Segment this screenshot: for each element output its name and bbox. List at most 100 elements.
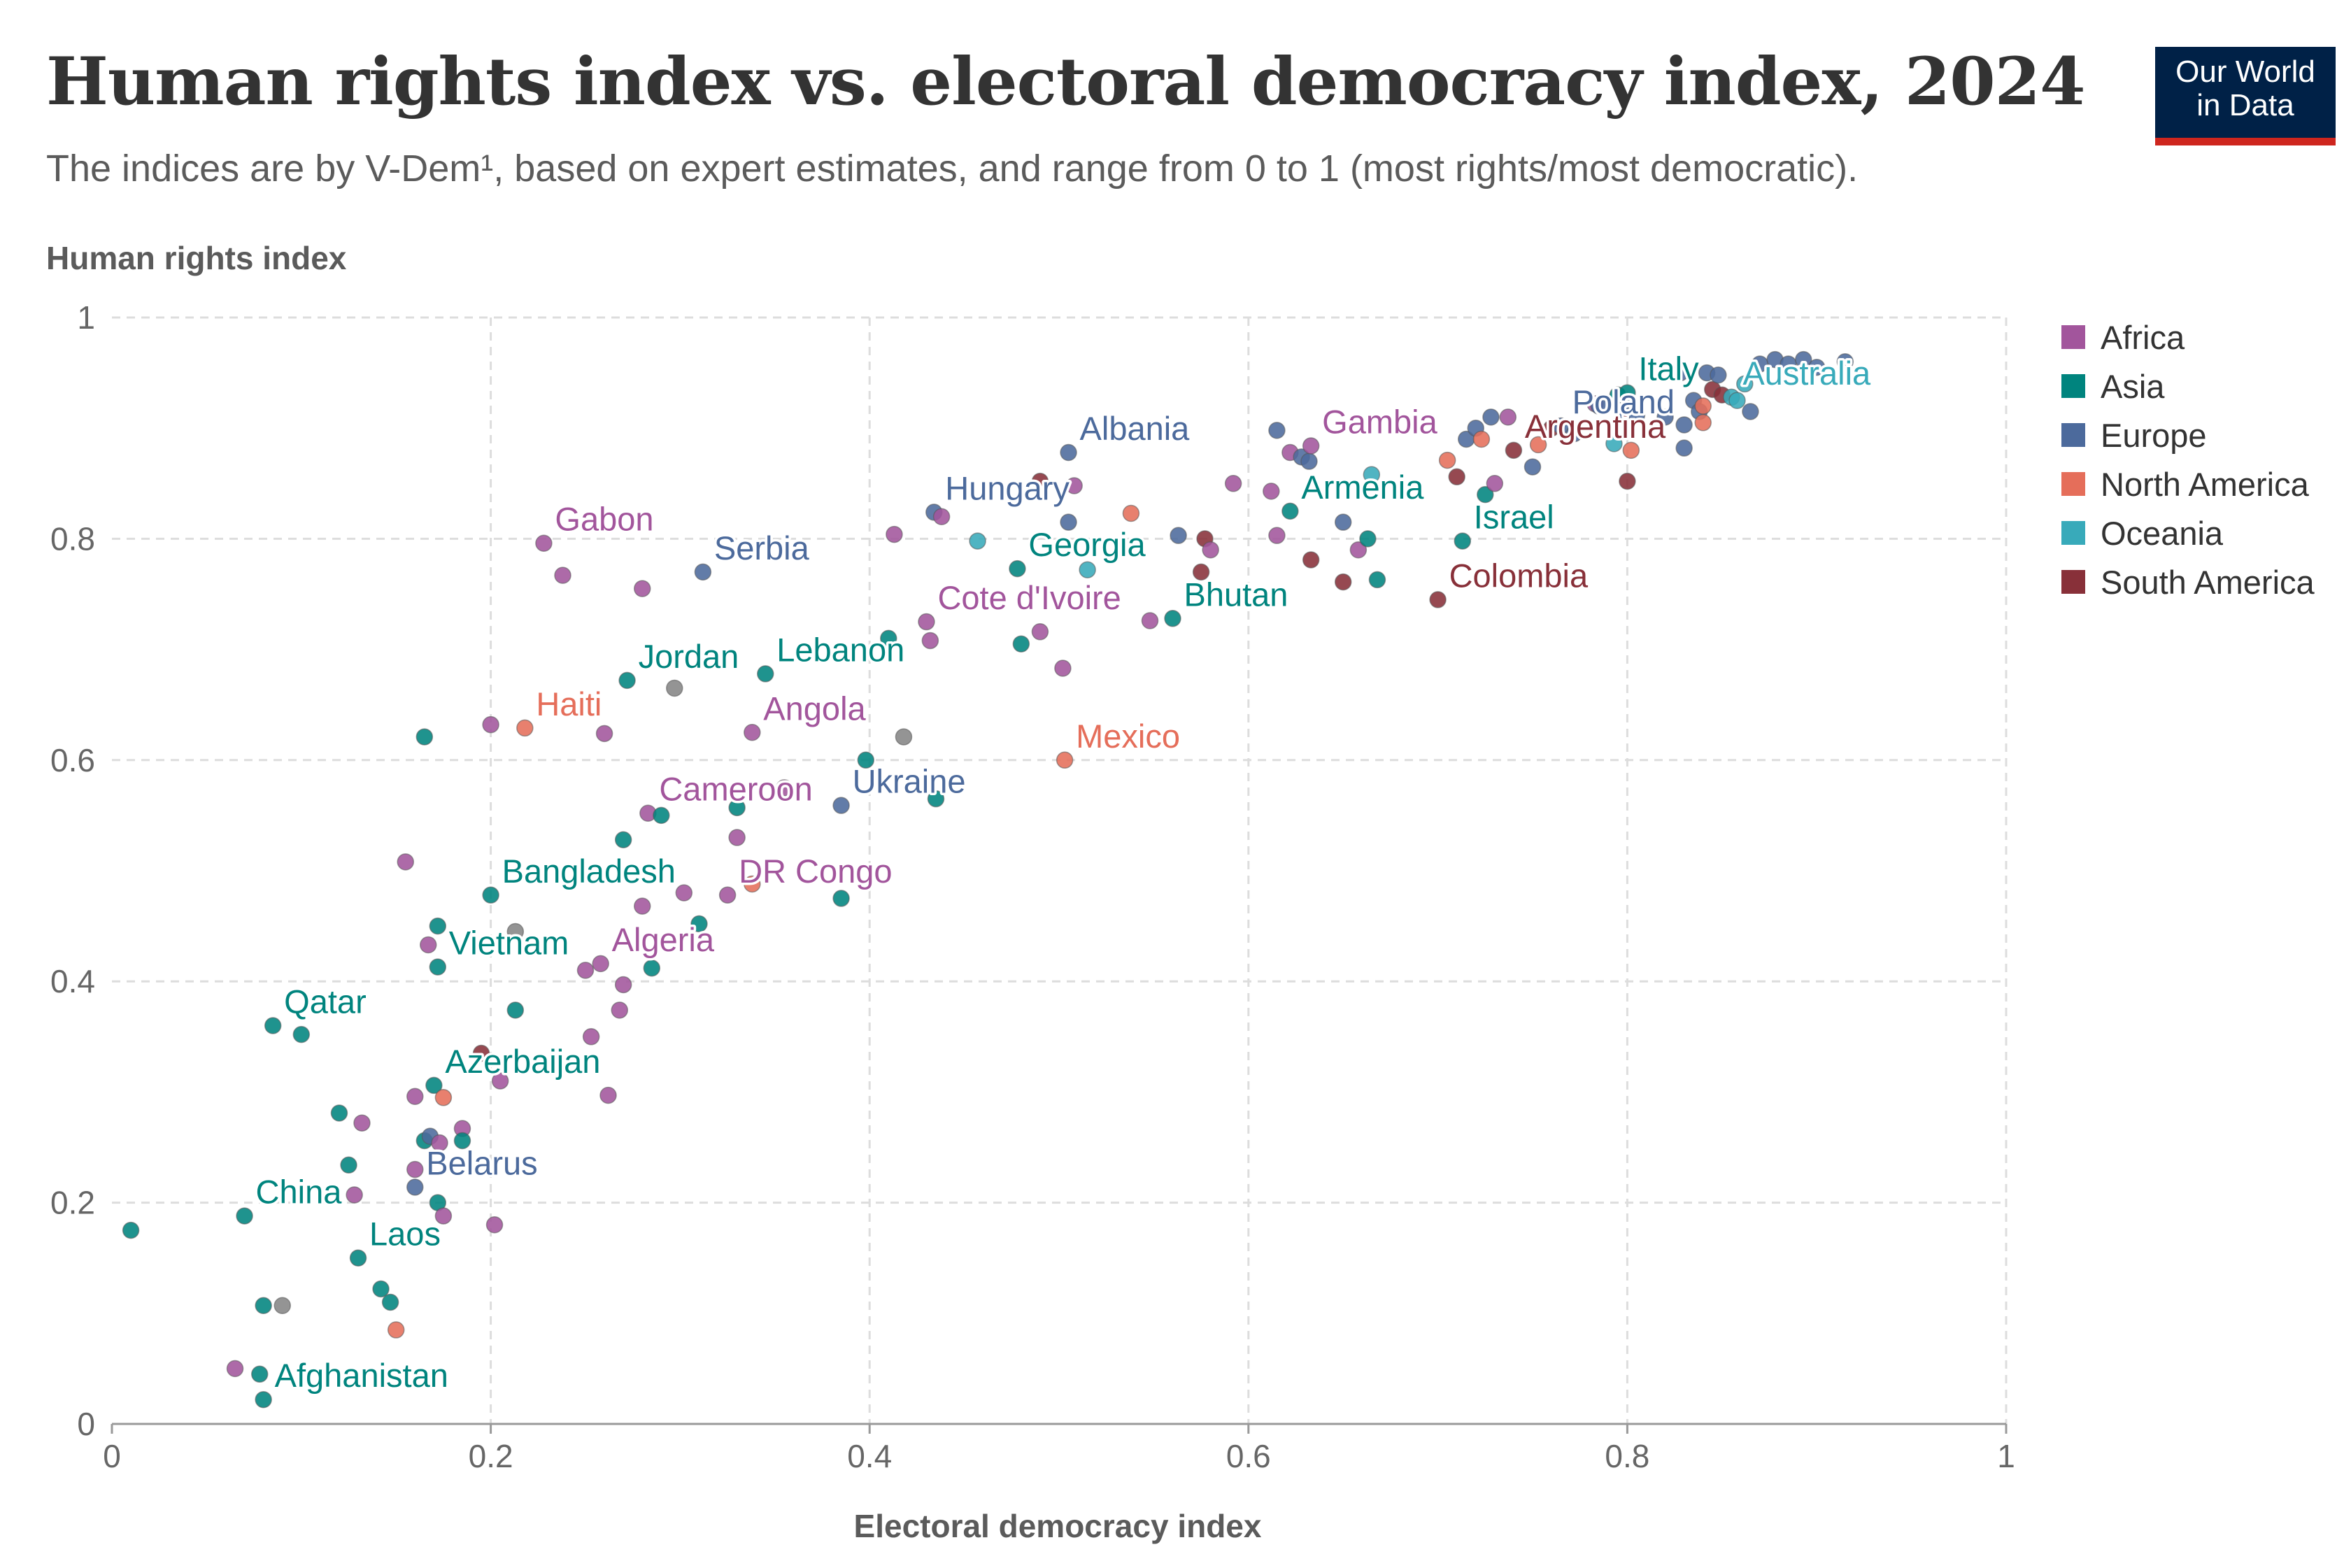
data-point[interactable] bbox=[1281, 502, 1299, 520]
data-point[interactable] bbox=[482, 886, 499, 904]
data-point[interactable] bbox=[927, 790, 945, 808]
data-point[interactable] bbox=[535, 534, 553, 552]
data-point[interactable] bbox=[643, 959, 661, 977]
data-point[interactable] bbox=[1807, 358, 1826, 376]
data-point[interactable] bbox=[921, 632, 939, 650]
data-point[interactable] bbox=[694, 563, 712, 581]
legend-item[interactable]: South America bbox=[2061, 557, 2315, 606]
data-point[interactable] bbox=[1056, 751, 1074, 769]
legend-item[interactable]: Africa bbox=[2061, 313, 2315, 362]
data-point[interactable] bbox=[1675, 416, 1693, 434]
data-point[interactable] bbox=[895, 728, 913, 746]
data-point[interactable] bbox=[274, 1297, 291, 1314]
data-point[interactable] bbox=[1141, 612, 1159, 629]
data-point[interactable] bbox=[554, 566, 571, 584]
data-point[interactable] bbox=[429, 958, 447, 976]
data-point[interactable] bbox=[611, 1002, 628, 1019]
data-point[interactable] bbox=[1694, 397, 1712, 415]
data-point[interactable] bbox=[1454, 532, 1472, 550]
data-point[interactable] bbox=[776, 779, 793, 797]
data-point[interactable] bbox=[453, 1132, 471, 1150]
data-point[interactable] bbox=[1671, 364, 1689, 382]
data-point[interactable] bbox=[1619, 472, 1636, 490]
data-point[interactable] bbox=[434, 1207, 453, 1225]
data-point[interactable] bbox=[122, 1221, 140, 1239]
data-point[interactable] bbox=[1268, 527, 1286, 544]
data-point[interactable] bbox=[1590, 397, 1608, 415]
data-point[interactable] bbox=[1523, 458, 1542, 476]
data-point[interactable] bbox=[1302, 551, 1320, 569]
data-point[interactable] bbox=[1472, 430, 1491, 448]
data-point[interactable] bbox=[1675, 439, 1693, 457]
data-point[interactable] bbox=[1359, 530, 1377, 548]
data-point[interactable] bbox=[886, 525, 903, 543]
data-point[interactable] bbox=[1300, 452, 1318, 470]
data-point[interactable] bbox=[1224, 475, 1242, 492]
data-point[interactable] bbox=[1202, 541, 1219, 559]
data-point[interactable] bbox=[1694, 414, 1712, 432]
data-point[interactable] bbox=[614, 831, 632, 848]
data-point[interactable] bbox=[406, 1178, 424, 1196]
data-point[interactable] bbox=[1334, 513, 1352, 531]
data-point[interactable] bbox=[1448, 468, 1465, 486]
data-point[interactable] bbox=[880, 629, 897, 648]
data-point[interactable] bbox=[1605, 435, 1623, 452]
data-point[interactable] bbox=[1268, 422, 1286, 439]
data-point[interactable] bbox=[1836, 353, 1854, 371]
data-point[interactable] bbox=[718, 886, 737, 904]
data-point[interactable] bbox=[675, 884, 693, 901]
data-point[interactable] bbox=[1728, 392, 1746, 409]
legend-item[interactable]: Europe bbox=[2061, 411, 2315, 459]
data-point[interactable] bbox=[918, 613, 935, 631]
data-point[interactable] bbox=[1429, 591, 1447, 608]
data-point[interactable] bbox=[728, 829, 746, 846]
data-point[interactable] bbox=[1012, 635, 1030, 653]
data-point[interactable] bbox=[415, 728, 434, 746]
data-point[interactable] bbox=[690, 915, 708, 933]
data-point[interactable] bbox=[349, 1249, 367, 1267]
data-point[interactable] bbox=[419, 936, 437, 954]
data-point[interactable] bbox=[595, 725, 613, 743]
data-point[interactable] bbox=[1619, 384, 1636, 401]
data-point[interactable] bbox=[1164, 610, 1181, 627]
data-point[interactable] bbox=[1628, 406, 1646, 424]
data-point[interactable] bbox=[832, 797, 850, 814]
data-point[interactable] bbox=[744, 724, 761, 741]
data-point[interactable] bbox=[1477, 485, 1494, 504]
data-point[interactable] bbox=[653, 806, 670, 825]
data-point[interactable] bbox=[1363, 466, 1381, 483]
owid-logo[interactable]: Our World in Data bbox=[2155, 47, 2336, 145]
data-point[interactable] bbox=[1794, 350, 1812, 369]
data-point[interactable] bbox=[1060, 443, 1077, 462]
data-point[interactable] bbox=[353, 1114, 371, 1132]
data-point[interactable] bbox=[1552, 417, 1570, 435]
data-point[interactable] bbox=[1031, 472, 1049, 490]
data-point[interactable] bbox=[236, 1207, 253, 1225]
data-point[interactable] bbox=[506, 922, 525, 941]
data-point[interactable] bbox=[292, 1025, 311, 1043]
data-point[interactable] bbox=[406, 1160, 424, 1178]
data-point[interactable] bbox=[1263, 483, 1280, 500]
data-point[interactable] bbox=[1065, 477, 1083, 494]
data-point[interactable] bbox=[1334, 573, 1352, 591]
data-point[interactable] bbox=[1486, 475, 1504, 492]
legend-item[interactable]: North America bbox=[2061, 459, 2315, 508]
data-point[interactable] bbox=[1054, 660, 1072, 677]
data-point[interactable] bbox=[582, 1028, 600, 1046]
data-point[interactable] bbox=[1060, 513, 1077, 531]
data-point[interactable] bbox=[932, 508, 951, 526]
data-point[interactable] bbox=[592, 955, 609, 973]
data-point[interactable] bbox=[516, 719, 534, 737]
data-point[interactable] bbox=[1079, 561, 1096, 578]
data-point[interactable] bbox=[472, 1044, 490, 1062]
data-point[interactable] bbox=[406, 1088, 424, 1105]
data-point[interactable] bbox=[1710, 366, 1727, 384]
data-point[interactable] bbox=[1192, 563, 1210, 581]
data-point[interactable] bbox=[1736, 375, 1754, 393]
data-point[interactable] bbox=[1009, 560, 1026, 578]
data-point[interactable] bbox=[1122, 504, 1140, 522]
data-point[interactable] bbox=[491, 1072, 509, 1090]
data-point[interactable] bbox=[340, 1156, 357, 1174]
data-point[interactable] bbox=[387, 1321, 405, 1339]
data-point[interactable] bbox=[1742, 403, 1759, 420]
